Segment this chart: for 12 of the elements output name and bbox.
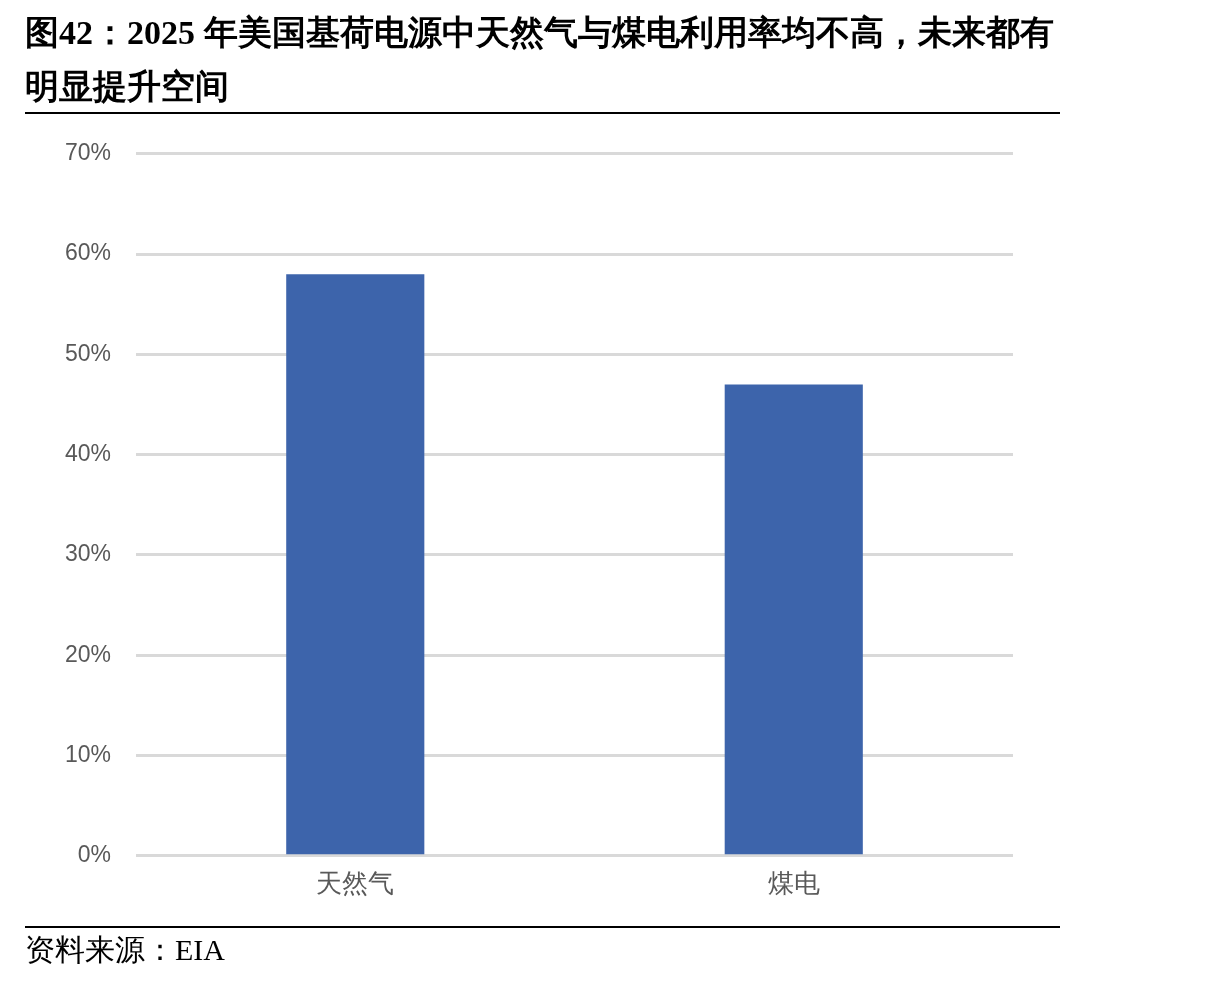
y-tick-label: 70%: [64, 139, 112, 166]
text: 资料来源：EIA: [25, 932, 225, 968]
y-tick-label: 10%: [64, 740, 112, 767]
x-tick-label: 天然气: [316, 868, 395, 899]
y-tick-label: 40%: [64, 440, 112, 466]
y-tick-label: 0%: [77, 841, 112, 868]
x-tick-label: 煤电: [767, 868, 820, 899]
y-tick-label: 30%: [64, 540, 112, 567]
chart-title: 图42：2025 年美国基荷电源中天然气与煤电利用率均不高，未来都有明显提升空间: [25, 13, 1055, 107]
y-tick-label: 60%: [64, 239, 112, 266]
y-tick-label: 50%: [64, 339, 112, 366]
y-tick-label: 20%: [64, 640, 112, 667]
